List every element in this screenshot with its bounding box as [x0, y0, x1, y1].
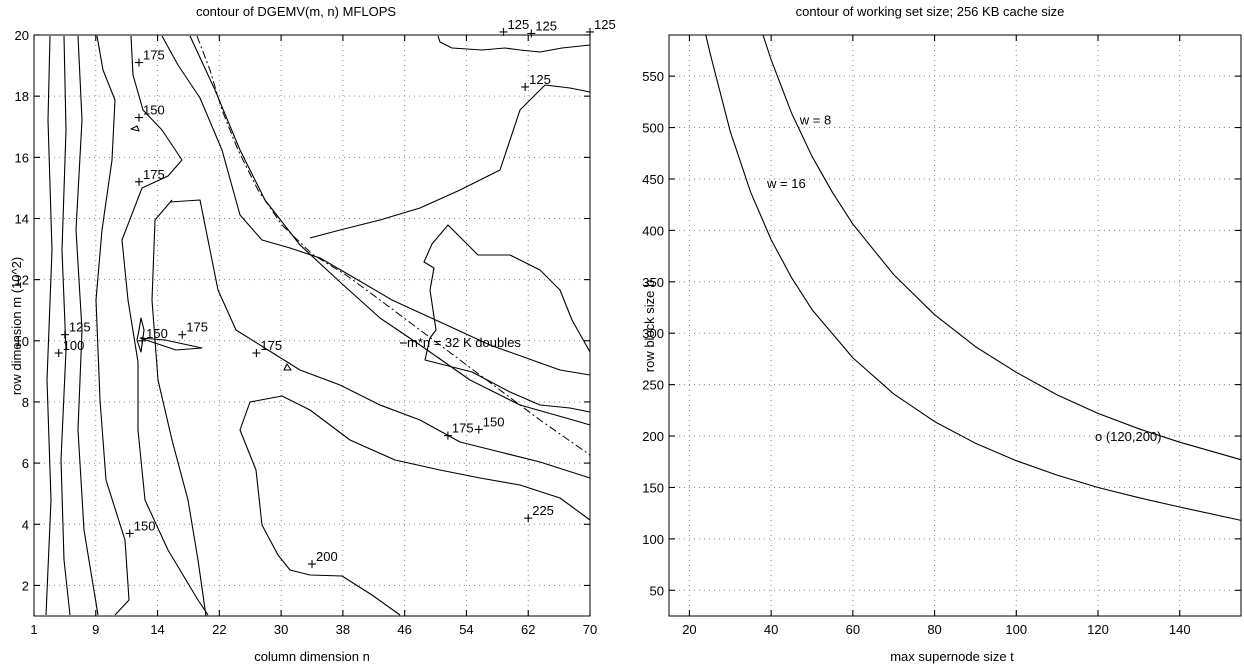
- contour-label: 100: [63, 338, 85, 353]
- contour-line: [437, 35, 591, 53]
- y-tick-label: 2: [22, 578, 29, 593]
- x-tick-label: 54: [459, 622, 473, 637]
- y-tick-label: 12: [15, 273, 29, 288]
- reference-curve-label: m*n = 32 K doubles: [407, 335, 521, 350]
- right-chart-title: contour of working set size; 256 KB cach…: [796, 4, 1065, 19]
- contour-label: 175: [452, 421, 474, 436]
- y-tick-label: 10: [15, 334, 29, 349]
- contour-label: 200: [316, 549, 338, 564]
- y-tick-label: 300: [642, 326, 664, 341]
- y-tick-label: 250: [642, 378, 664, 393]
- y-tick-label: 100: [642, 532, 664, 547]
- y-tick-label: 550: [642, 69, 664, 84]
- y-tick-label: 350: [642, 275, 664, 290]
- x-tick-label: 9: [92, 622, 99, 637]
- contour-line: [95, 35, 130, 616]
- contour-line: [423, 224, 591, 413]
- left-chart-title: contour of DGEMV(m, n) MFLOPS: [196, 4, 396, 19]
- y-tick-label: 50: [650, 583, 664, 598]
- contour-line: [283, 363, 292, 371]
- y-tick-label: 450: [642, 172, 664, 187]
- right-ticks: 20 40 60 80 100 120 140 50 100 150 200 250 300 350 400…: [642, 35, 1241, 637]
- dgemv-contour-chart: contour of DGEMV(m, n) MFLOPS 125 125 1251…: [9, 4, 616, 664]
- y-tick-label: 6: [22, 456, 29, 471]
- left-x-axis-label: column dimension n: [254, 649, 370, 664]
- contour-label: 125: [594, 17, 616, 32]
- left-plot-frame: [33, 34, 591, 617]
- x-tick-label: 1: [30, 622, 37, 637]
- series-label: w = 8: [799, 112, 831, 127]
- contour-label: 125: [69, 320, 91, 335]
- contour-line: [45, 35, 53, 616]
- x-tick-label: 62: [521, 622, 535, 637]
- contour-line: [309, 84, 591, 239]
- contour-line: [139, 337, 203, 351]
- left-contour-labels: 125 125 125 175 125 150 175 125 100 150 175 175 175 1…: [63, 17, 616, 564]
- right-y-axis-label: row block size b: [642, 280, 657, 372]
- contour-label: 175: [143, 48, 165, 63]
- x-tick-label: 20: [682, 622, 696, 637]
- x-tick-label: 14: [150, 622, 164, 637]
- series-line: [705, 34, 1242, 521]
- y-tick-label: 20: [15, 28, 29, 43]
- y-tick-label: 16: [15, 150, 29, 165]
- contour-line: [239, 395, 591, 616]
- contour-line: [189, 35, 591, 426]
- x-tick-label: 70: [583, 622, 597, 637]
- contour-line: [60, 35, 71, 616]
- series-line: [762, 34, 1242, 461]
- left-contour-lines: [45, 35, 591, 617]
- y-tick-label: 400: [642, 223, 664, 238]
- series-label: w = 16: [766, 176, 806, 191]
- contour-label: 175: [260, 338, 282, 353]
- y-tick-label: 150: [642, 480, 664, 495]
- contour-label: 125: [529, 72, 551, 87]
- contour-label: 150: [134, 518, 156, 533]
- right-annotations: o (120,200): [1095, 429, 1162, 444]
- x-tick-label: 30: [274, 622, 288, 637]
- contour-label: 175: [186, 320, 208, 335]
- x-tick-label: 40: [764, 622, 778, 637]
- working-set-chart: contour of working set size; 256 KB cach…: [642, 4, 1242, 664]
- right-grid: [669, 35, 1241, 616]
- x-tick-label: 46: [397, 622, 411, 637]
- contour-label: 175: [143, 167, 165, 182]
- point-annotation: o (120,200): [1095, 429, 1162, 444]
- contour-line: [151, 199, 207, 617]
- contour-label: 150: [143, 103, 165, 118]
- x-tick-label: 60: [846, 622, 860, 637]
- x-tick-label: 100: [1005, 622, 1027, 637]
- contour-label: 125: [535, 18, 557, 33]
- contour-label: 150: [146, 326, 168, 341]
- right-series: w = 8 w = 16: [705, 34, 1242, 521]
- x-tick-label: 22: [212, 622, 226, 637]
- contour-label: 150: [483, 414, 505, 429]
- y-tick-label: 18: [15, 89, 29, 104]
- left-contour-label-marks: [54, 27, 594, 569]
- y-tick-label: 500: [642, 121, 664, 136]
- y-tick-label: 14: [15, 211, 29, 226]
- contour-line: [75, 35, 99, 616]
- contour-line: [136, 317, 145, 353]
- contour-line: [121, 35, 209, 616]
- y-tick-label: 200: [642, 429, 664, 444]
- left-grid: [34, 35, 590, 616]
- contour-line: [130, 125, 140, 132]
- contour-line: [161, 35, 591, 376]
- contour-label: 125: [508, 17, 530, 32]
- right-plot-frame: [668, 34, 1242, 617]
- contour-label: 225: [532, 503, 554, 518]
- reference-curve: [196, 35, 591, 456]
- right-x-axis-label: max supernode size t: [890, 649, 1014, 664]
- contour-line: [169, 199, 591, 479]
- x-tick-label: 38: [336, 622, 350, 637]
- y-tick-label: 4: [22, 517, 29, 532]
- y-tick-label: 8: [22, 395, 29, 410]
- left-y-axis-label: row dimension m (10^2): [9, 257, 24, 395]
- x-tick-label: 80: [927, 622, 941, 637]
- x-tick-label: 120: [1087, 622, 1109, 637]
- x-tick-label: 140: [1169, 622, 1191, 637]
